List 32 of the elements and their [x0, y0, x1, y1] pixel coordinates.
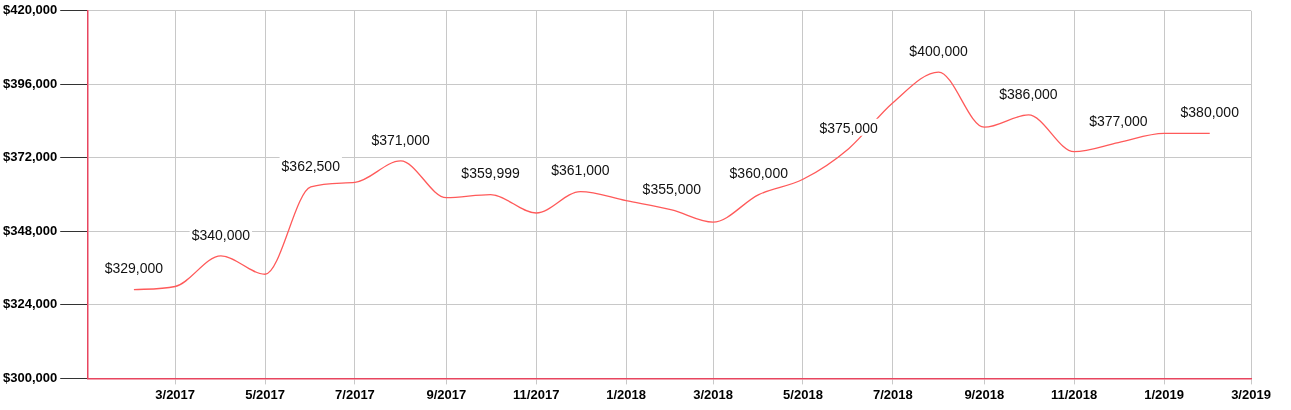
- data-label: $375,000: [819, 119, 879, 136]
- data-label: $377,000: [1089, 113, 1148, 130]
- data-label: $360,000: [729, 165, 789, 182]
- y-tick-label: $324,000: [2, 296, 58, 312]
- x-tick-label: 3/2017: [155, 386, 196, 402]
- x-tick-label: 9/2017: [426, 386, 467, 402]
- y-tick-label: $372,000: [2, 149, 58, 165]
- y-tick-label: $396,000: [2, 75, 58, 91]
- data-label: $371,000: [371, 131, 431, 148]
- x-tick-label: 7/2017: [335, 386, 375, 402]
- x-tick-label: 5/2017: [245, 386, 285, 402]
- x-tick-label: 11/2017: [513, 386, 560, 402]
- y-tick-label: $300,000: [2, 369, 58, 385]
- y-tick-label: $420,000: [2, 2, 58, 18]
- x-tick-label: 3/2019: [1231, 386, 1271, 402]
- data-label: $386,000: [999, 85, 1058, 102]
- data-label: $329,000: [104, 260, 164, 277]
- data-label: $361,000: [551, 162, 610, 179]
- x-tick-label: 1/2018: [606, 386, 647, 402]
- x-tick-label: 7/2018: [873, 386, 913, 402]
- data-label: $400,000: [909, 42, 968, 59]
- y-tick-label: $348,000: [2, 222, 58, 238]
- data-label: $340,000: [191, 226, 251, 243]
- x-tick-label: 11/2018: [1051, 386, 1098, 402]
- data-label: $380,000: [1180, 104, 1240, 121]
- x-tick-label: 5/2018: [783, 386, 823, 402]
- data-label: $359,999: [461, 165, 520, 182]
- data-label: $362,500: [281, 157, 341, 174]
- x-tick-label: 9/2018: [964, 386, 1005, 402]
- x-tick-label: 3/2018: [693, 386, 733, 402]
- x-tick-label: 1/2019: [1144, 386, 1184, 402]
- data-label: $355,000: [642, 180, 702, 197]
